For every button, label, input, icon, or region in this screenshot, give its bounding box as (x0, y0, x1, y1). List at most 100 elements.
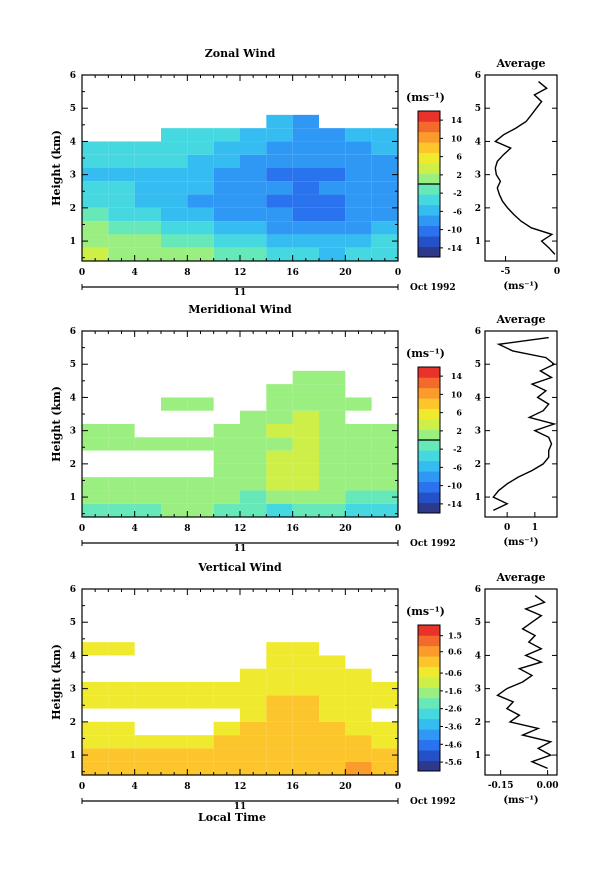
heatmap-cell (134, 181, 161, 195)
y-tick-label: 6 (70, 71, 76, 81)
heatmap-cell (213, 761, 240, 775)
heatmap-cell (292, 463, 319, 478)
heatmap-cell (108, 234, 135, 248)
heatmap-cells (82, 370, 398, 517)
heatmap-cell (371, 168, 398, 182)
x-tick-label: 0 (79, 268, 85, 278)
average-profile-line (496, 595, 553, 770)
heatmap-cell (108, 194, 135, 208)
heatmap-cell (371, 503, 398, 517)
heatmap-cell (82, 424, 109, 438)
heatmap-cell (266, 682, 293, 696)
heatmap-cell (134, 477, 161, 491)
heatmap-cell (213, 154, 240, 168)
colorbar-segment (418, 760, 440, 772)
heatmap-cell (213, 695, 240, 709)
heatmap-cell (161, 181, 188, 195)
heatmap-cell (240, 682, 267, 696)
heatmap-cell (134, 141, 161, 155)
heatmap-cell (319, 207, 346, 222)
heatmap-cell (345, 397, 372, 411)
heatmap-cell (134, 490, 161, 504)
heatmap-cell (213, 424, 240, 438)
heatmap-cell (240, 477, 267, 491)
y-tick-label: 3 (70, 427, 76, 437)
heatmap-cell (213, 721, 240, 736)
heatmap-cell (319, 370, 346, 385)
y-tick-label: 4 (70, 393, 76, 403)
heatmap-cell (108, 168, 135, 182)
heatmap-cell (161, 761, 188, 775)
heatmap-cell (319, 168, 346, 182)
heatmap-cell (240, 207, 267, 222)
colorbar-segment (418, 750, 440, 761)
x-tick-label: 16 (286, 524, 299, 534)
average-y-tick-label: 5 (475, 360, 481, 370)
heatmap-cell (266, 114, 293, 129)
heatmap-cell (161, 735, 188, 749)
average-units: (ms⁻¹) (503, 795, 538, 806)
colorbar-segment (418, 131, 440, 143)
heatmap-cell (319, 748, 346, 762)
heatmap-cell (345, 477, 372, 491)
heatmap-cell (266, 668, 293, 682)
heatmap-cell (240, 748, 267, 762)
x-tick-label: 8 (184, 782, 190, 792)
heatmap-cell (161, 168, 188, 182)
colorbar-tick-label: -14 (448, 243, 463, 253)
average-y-tick-label: 3 (475, 171, 481, 181)
heatmap-cell (108, 490, 135, 504)
average-x-tick-label: 0 (554, 267, 560, 277)
heatmap-cell (240, 221, 267, 235)
colorbar-segment (418, 377, 440, 389)
heatmap-cell (187, 221, 214, 235)
heatmap-cell (240, 424, 267, 438)
heatmap-cell (319, 655, 346, 669)
average-y-tick-label: 5 (475, 104, 481, 114)
y-tick-label: 5 (70, 104, 76, 114)
heatmap-cell (134, 168, 161, 182)
heatmap-cell (82, 503, 109, 517)
colorbar-segment (418, 194, 440, 206)
heatmap-cell (240, 247, 267, 261)
heatmap-cell (161, 397, 188, 411)
heatmap-cell (292, 424, 319, 438)
heatmap-cell (266, 410, 293, 424)
heatmap-cell (266, 642, 293, 656)
heatmap-cell (319, 708, 346, 722)
heatmap-cell (187, 168, 214, 182)
heatmap-cell (187, 748, 214, 762)
heatmap-cell (187, 128, 214, 142)
heatmap-cell (108, 221, 135, 235)
heatmap-cell (108, 154, 135, 168)
heatmap-cell (292, 370, 319, 385)
heatmap-cell (266, 477, 293, 491)
date-label: Oct 1992 (410, 539, 456, 549)
heatmap-cell (266, 735, 293, 749)
colorbar-tick-label: 6 (456, 152, 462, 162)
colorbar-segment (418, 492, 440, 503)
average-x-tick-label: 0 (504, 523, 510, 533)
heatmap-cell (292, 490, 319, 504)
average-y-tick-label: 3 (475, 685, 481, 695)
heatmap-cell (187, 181, 214, 195)
y-tick-label: 1 (70, 751, 76, 761)
colorbar-segment (418, 387, 440, 399)
colorbar-segment (418, 429, 440, 441)
heatmap-cell (319, 221, 346, 235)
heatmap-cell (240, 181, 267, 195)
heatmap-cell (345, 141, 372, 155)
heatmap-cell (213, 194, 240, 208)
colorbar-units: (ms⁻¹) (406, 605, 445, 618)
heatmap-cell (240, 450, 267, 464)
x-tick-label: 8 (184, 268, 190, 278)
heatmap-cell (213, 477, 240, 491)
heatmap-cell (292, 168, 319, 182)
heatmap-cell (345, 234, 372, 248)
heatmap-cell (292, 247, 319, 261)
heatmap-cell (187, 397, 214, 411)
heatmap-cell (240, 154, 267, 168)
heatmap-cell (345, 721, 372, 736)
heatmap-cell (82, 234, 109, 248)
heatmap-cell (161, 154, 188, 168)
